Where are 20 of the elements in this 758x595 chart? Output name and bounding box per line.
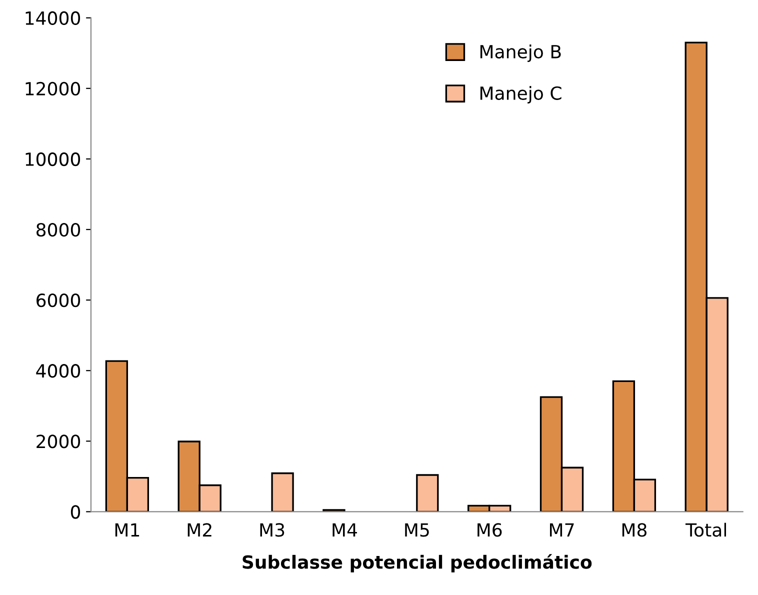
legend-label: Manejo C [480, 86, 562, 104]
y-tick-label: 0 [70, 505, 80, 519]
x-tick-label: M8 [622, 523, 646, 537]
x-tick-label: M2 [188, 523, 212, 537]
y-tick-label: 8000 [36, 222, 80, 237]
x-tick-label: M4 [332, 523, 357, 537]
y-tick-label: 2000 [36, 434, 80, 448]
y-tick-label: 6000 [36, 294, 80, 308]
x-tick-label: Total [685, 522, 726, 537]
legend-label: Manejo B [480, 44, 561, 62]
x-tick-label: M1 [115, 523, 140, 537]
y-tick-label: 14000 [26, 11, 80, 25]
y-tick-label: 4000 [36, 364, 80, 378]
y-tick-label: 12000 [26, 82, 80, 96]
x-axis-title: Subclasse potencial pedoclimático [242, 554, 592, 572]
x-tick-label: M3 [260, 523, 284, 537]
x-tick-label: M6 [478, 523, 502, 537]
x-tick-label: M5 [405, 523, 429, 537]
x-tick-label: M7 [550, 523, 574, 537]
y-tick-label: 10000 [26, 152, 80, 166]
